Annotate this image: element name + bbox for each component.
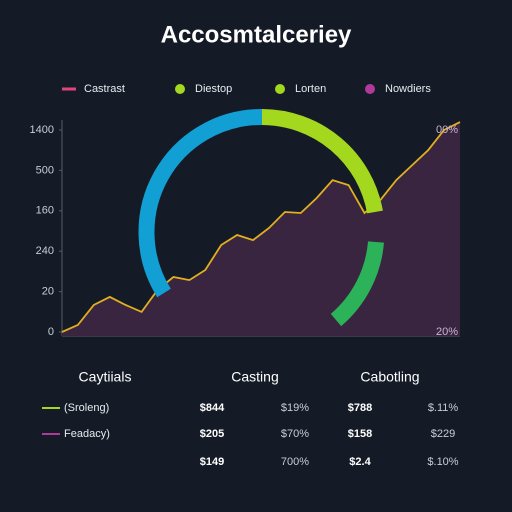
legend-swatch: [365, 84, 375, 94]
table-cell: $149: [200, 456, 224, 468]
line: [61, 121, 461, 333]
ring-green: [330, 241, 384, 327]
table-cell: $158: [348, 428, 372, 440]
y-tick-label: 20: [42, 286, 54, 298]
table-cell: $844: [200, 402, 225, 414]
table-cell: $229: [431, 428, 455, 440]
y-tick-label: 500: [36, 164, 54, 176]
legend-label: Nowdiers: [385, 83, 431, 95]
y-tick-label: 160: [36, 205, 54, 217]
legend-label: Lorten: [295, 83, 326, 95]
ring-blue: [138, 108, 263, 298]
table-header: Caytiials: [79, 369, 132, 385]
table-cell: $70%: [281, 428, 309, 440]
table-cell: $19%: [281, 402, 309, 414]
legend-label: Castrast: [84, 83, 125, 95]
table-cell: $205: [200, 428, 224, 440]
table-header: Casting: [231, 369, 278, 385]
row-label: Feadacy): [64, 428, 110, 440]
annotation: 20%: [436, 326, 458, 338]
legend-swatch: [275, 84, 285, 94]
legend-label: Diestop: [195, 83, 232, 95]
table-cell: $2.4: [349, 456, 371, 468]
y-tick-label: 240: [36, 245, 54, 257]
table-cell: $.11%: [428, 402, 459, 414]
y-tick-label: 0: [48, 326, 54, 338]
table-header: Cabotling: [360, 369, 419, 385]
y-tick-label: 1400: [30, 124, 54, 136]
row-label: (Sroleng): [64, 402, 109, 414]
annotation: 00%: [436, 124, 458, 136]
chart-title: Accosmtalceriey: [161, 21, 352, 48]
table-cell: $.10%: [427, 456, 458, 468]
table-cell: 700%: [281, 456, 309, 468]
table-cell: $788: [348, 402, 372, 414]
ring-lime: [261, 109, 383, 214]
legend-swatch: [175, 84, 185, 94]
